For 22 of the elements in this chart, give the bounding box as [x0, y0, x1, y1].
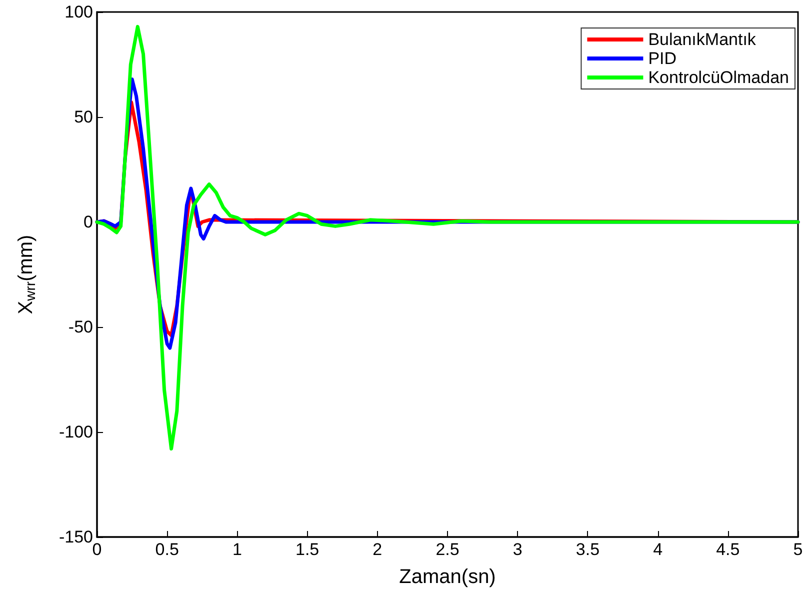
x-tick-label: 4.5 [716, 540, 740, 559]
x-tick-label: 2 [372, 540, 382, 559]
x-tick-label: 4 [653, 540, 663, 559]
x-tick-label: 2.5 [436, 540, 460, 559]
x-tick-label: 0.5 [155, 540, 179, 559]
y-tick-label: -100 [58, 422, 93, 442]
y-tick-label: 0 [84, 212, 93, 232]
x-tick-label: 1.5 [295, 540, 320, 559]
x-tick-label: 5 [793, 540, 803, 559]
y-tick-label: 50 [74, 108, 93, 126]
x-tick-label: 1 [232, 540, 242, 559]
legend-label: PID [648, 49, 677, 68]
line-series [95, 24, 800, 451]
x-axis-title: Zaman(sn) [399, 566, 496, 588]
legend-label: BulanıkMantık [648, 30, 756, 49]
y-axis-title: Xwrr(mm) [15, 234, 38, 314]
y-tick-label: 100 [64, 2, 93, 22]
x-tick-label: 3.5 [576, 540, 600, 559]
x-tick-label: 3 [512, 540, 522, 559]
y-tick-label: -150 [58, 528, 93, 546]
legend-label: KontrolcüOlmadan [648, 68, 790, 87]
y-tick-label: -50 [68, 318, 93, 336]
